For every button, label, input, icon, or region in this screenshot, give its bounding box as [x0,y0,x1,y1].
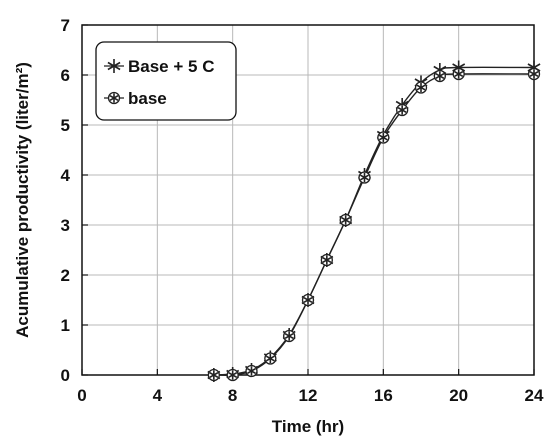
legend: Base + 5 C base [95,41,237,121]
y-tick-label: 4 [61,166,71,185]
x-tick-label: 0 [77,386,86,405]
data-point [283,329,296,343]
data-point [301,293,315,307]
y-tick-label: 6 [61,66,70,85]
y-tick-label: 2 [61,266,70,285]
y-tick-label: 5 [61,116,70,135]
legend-marker [107,91,121,105]
x-tick-label: 8 [228,386,237,405]
x-tick-label: 16 [374,386,393,405]
y-tick-label: 0 [61,366,70,385]
data-point [358,171,371,184]
legend-label: Base + 5 C [128,57,214,76]
data-point [396,103,409,117]
x-tick-label: 20 [449,386,468,405]
data-point [414,81,428,94]
data-point [264,352,277,365]
data-point [452,67,465,81]
series-2 [207,67,541,382]
data-point [433,69,446,83]
legend-box [95,41,237,121]
data-point [320,253,333,267]
legend-item: Base + 5 C [104,57,214,76]
data-point [245,364,258,378]
x-axis-title: Time (hr) [272,417,344,436]
legend-label: base [128,89,167,108]
x-tick-label: 4 [153,386,163,405]
series-line [213,66,535,376]
y-tick-label: 7 [61,16,70,35]
legend-item: base [104,89,167,108]
y-tick-label: 1 [61,316,70,335]
data-point [527,67,541,81]
series-1 [207,60,541,382]
legend-marker [107,59,121,73]
y-tick-label: 3 [61,216,70,235]
data-point [226,368,239,382]
data-point [339,213,352,227]
x-tick-label: 12 [299,386,318,405]
series-layer [207,60,541,382]
data-point [207,368,220,382]
data-point [377,131,390,144]
x-tick-label: 24 [525,386,544,405]
y-axis-title: Acumulative productivity (liter/m²) [13,62,32,338]
